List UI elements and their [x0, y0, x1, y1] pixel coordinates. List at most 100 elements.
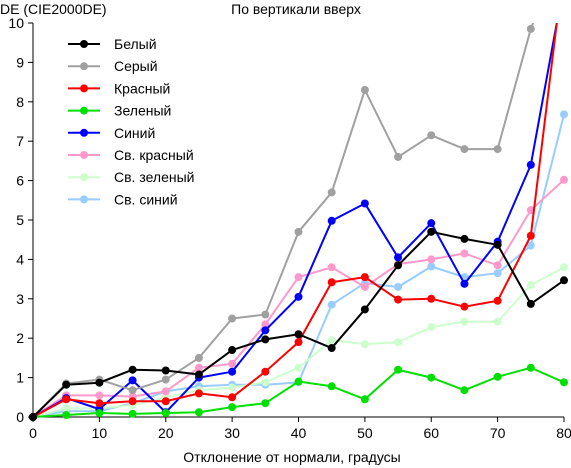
y-tick-label: 6	[16, 173, 24, 189]
series-line	[32, 23, 558, 418]
data-point	[261, 367, 270, 376]
y-tick-label: 4	[16, 251, 24, 267]
data-point	[493, 317, 502, 326]
legend-marker	[80, 40, 88, 48]
data-point	[460, 317, 469, 326]
data-point	[460, 279, 469, 288]
data-point	[560, 110, 568, 119]
data-point	[228, 383, 237, 392]
data-point	[360, 85, 369, 94]
data-point	[327, 344, 336, 353]
x-tick-label: 60	[423, 425, 439, 441]
data-point	[560, 175, 568, 184]
data-point	[294, 292, 303, 301]
data-point	[228, 403, 237, 412]
data-point	[327, 382, 336, 391]
data-point	[427, 131, 436, 140]
x-tick-label: 80	[556, 425, 571, 441]
data-point	[427, 294, 436, 303]
series-line	[32, 23, 535, 418]
data-point	[526, 241, 535, 250]
data-point	[493, 372, 502, 381]
legend-label: Св. красный	[114, 147, 194, 163]
data-point	[161, 397, 170, 406]
data-point	[460, 386, 469, 395]
data-point	[493, 145, 502, 154]
legend-item: Синий	[68, 125, 155, 141]
data-point	[294, 227, 303, 236]
series-line	[32, 23, 558, 418]
data-point	[62, 380, 71, 389]
data-point	[560, 378, 568, 387]
data-point	[228, 393, 237, 402]
data-point	[394, 152, 403, 161]
data-point	[161, 409, 170, 418]
data-point	[526, 363, 535, 372]
legend-item: Св. зеленый	[68, 169, 194, 185]
data-point	[360, 199, 369, 208]
x-axis-label: Отклонение от нормали, градусы	[183, 449, 400, 465]
legend-marker	[80, 84, 88, 93]
data-point	[394, 338, 403, 347]
legend-marker	[80, 106, 88, 115]
data-point	[228, 359, 237, 368]
data-point	[261, 310, 270, 319]
x-tick-label: 10	[92, 425, 108, 441]
series-1	[29, 23, 535, 421]
legend-label: Зеленый	[114, 103, 171, 119]
data-point	[526, 281, 535, 290]
legend-item: Св. красный	[68, 147, 194, 163]
data-point	[460, 234, 469, 243]
x-tick-label: 30	[224, 425, 240, 441]
data-point	[526, 160, 535, 169]
data-point	[560, 276, 568, 285]
x-tick-label: 0	[29, 425, 37, 441]
data-point	[394, 295, 403, 304]
data-point	[128, 365, 137, 374]
data-point	[493, 261, 502, 270]
series-2	[29, 23, 558, 421]
data-point	[128, 397, 137, 406]
data-point	[261, 335, 270, 344]
data-point	[360, 273, 369, 282]
data-point	[394, 261, 403, 270]
legend-item: Белый	[68, 36, 157, 52]
data-point	[327, 263, 336, 272]
data-point	[427, 227, 436, 236]
chart-title: По вертикали вверх	[231, 1, 361, 17]
legend-item: Св. синий	[68, 191, 178, 207]
x-tick-label: 50	[357, 425, 373, 441]
data-point	[460, 145, 469, 154]
series-line	[32, 366, 565, 418]
data-point	[95, 378, 104, 387]
data-point	[526, 231, 535, 240]
data-point	[327, 278, 336, 287]
data-point	[194, 389, 203, 398]
data-point	[327, 216, 336, 225]
data-point	[394, 282, 403, 291]
data-point	[493, 296, 502, 305]
data-point	[294, 273, 303, 282]
y-tick-label: 10	[8, 15, 24, 31]
data-point	[493, 269, 502, 278]
legend-label: Белый	[114, 36, 157, 52]
data-point	[560, 263, 568, 272]
axes: 0 1 2 3 4 5 6 7 8 9 10 0 10 20 30 40 50 60 70 80	[8, 15, 571, 441]
data-point	[128, 376, 137, 385]
data-point	[62, 404, 71, 413]
y-tick-label: 1	[16, 370, 24, 386]
y-tick-label: 7	[16, 133, 24, 149]
data-point	[294, 338, 303, 347]
data-point	[294, 363, 303, 372]
data-point	[194, 363, 203, 372]
legend-label: Красный	[114, 80, 170, 96]
series-0	[29, 227, 568, 421]
data-point	[394, 365, 403, 374]
data-point	[95, 409, 104, 418]
data-point	[261, 326, 270, 335]
legend-marker	[80, 62, 88, 71]
data-point	[327, 336, 336, 345]
data-point	[194, 370, 203, 379]
data-point	[228, 314, 237, 323]
y-tick-label: 3	[16, 291, 24, 307]
